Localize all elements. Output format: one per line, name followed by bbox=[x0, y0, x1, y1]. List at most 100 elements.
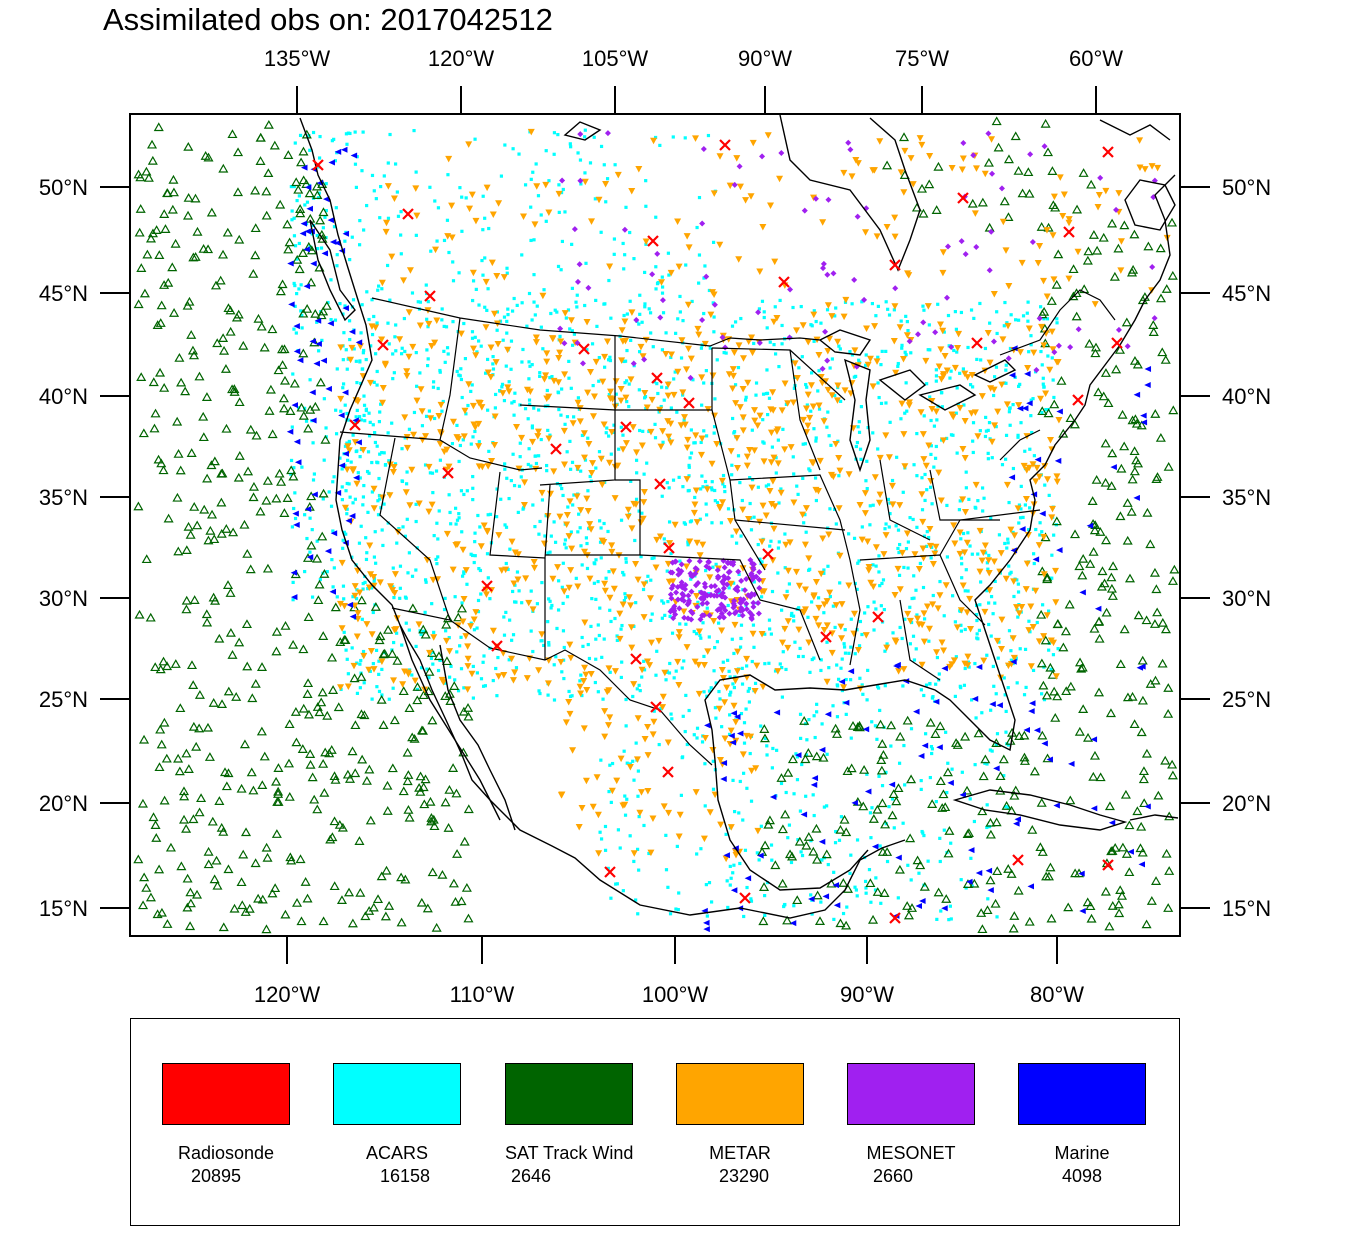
marine-marker bbox=[847, 668, 855, 675]
acars-marker bbox=[869, 836, 873, 840]
acars-marker bbox=[459, 635, 463, 639]
metar-marker bbox=[338, 559, 346, 567]
sat-track-wind-marker bbox=[167, 204, 178, 214]
acars-marker bbox=[750, 659, 754, 664]
acars-marker bbox=[464, 196, 468, 200]
acars-marker bbox=[621, 241, 625, 246]
metar-marker bbox=[978, 557, 986, 565]
sat-track-wind-marker bbox=[181, 604, 192, 614]
sat-track-wind-marker bbox=[1003, 154, 1014, 164]
acars-marker bbox=[472, 628, 477, 632]
metar-marker bbox=[866, 355, 874, 363]
sat-track-wind-marker bbox=[424, 666, 435, 676]
acars-marker bbox=[673, 370, 677, 374]
acars-marker bbox=[1008, 346, 1013, 351]
acars-marker bbox=[323, 215, 327, 219]
acars-marker bbox=[347, 441, 352, 445]
metar-marker bbox=[632, 561, 640, 568]
legend-swatch-mesonet bbox=[847, 1063, 975, 1125]
mesonet-marker bbox=[973, 244, 980, 251]
metar-marker bbox=[600, 421, 608, 428]
acars-marker bbox=[860, 300, 864, 304]
acars-marker bbox=[966, 589, 970, 593]
acars-marker bbox=[968, 544, 972, 548]
metar-marker bbox=[883, 224, 891, 231]
sat-track-wind-marker bbox=[1100, 438, 1111, 448]
sat-track-wind-marker bbox=[835, 918, 846, 928]
sat-track-wind-marker bbox=[248, 481, 259, 491]
metar-marker bbox=[694, 325, 702, 333]
acars-marker bbox=[931, 593, 935, 598]
metar-marker bbox=[1038, 323, 1046, 331]
acars-marker bbox=[372, 555, 377, 559]
acars-marker bbox=[566, 308, 571, 312]
acars-marker bbox=[292, 234, 297, 238]
acars-marker bbox=[792, 904, 796, 908]
sat-track-wind-marker bbox=[182, 210, 194, 220]
acars-marker bbox=[793, 375, 797, 379]
acars-marker bbox=[564, 316, 568, 320]
acars-marker bbox=[624, 557, 628, 561]
metar-marker bbox=[774, 460, 782, 467]
acars-marker bbox=[773, 669, 778, 673]
acars-marker bbox=[946, 761, 950, 765]
acars-marker bbox=[1003, 693, 1007, 697]
acars-marker bbox=[940, 405, 944, 409]
acars-marker bbox=[475, 626, 479, 630]
acars-marker bbox=[660, 616, 664, 620]
acars-marker bbox=[415, 384, 419, 388]
acars-marker bbox=[721, 473, 726, 478]
sat-track-wind-marker bbox=[182, 902, 193, 912]
metar-marker bbox=[963, 539, 971, 547]
metar-marker bbox=[556, 513, 564, 521]
metar-marker bbox=[968, 371, 976, 379]
acars-marker bbox=[586, 642, 590, 647]
acars-marker bbox=[963, 589, 967, 593]
metar-marker bbox=[1015, 610, 1023, 617]
metar-marker bbox=[538, 489, 546, 497]
mesonet-marker bbox=[675, 571, 682, 578]
sat-track-wind-marker bbox=[150, 820, 161, 829]
marine-marker bbox=[1039, 510, 1046, 517]
metar-marker bbox=[709, 372, 717, 379]
acars-marker bbox=[421, 629, 425, 633]
acars-marker bbox=[804, 382, 808, 387]
metar-marker bbox=[350, 662, 358, 670]
marine-marker bbox=[291, 402, 299, 409]
marine-marker bbox=[1140, 419, 1148, 426]
sat-track-wind-marker bbox=[312, 190, 323, 200]
sat-track-wind-marker bbox=[214, 796, 225, 805]
mesonet-marker bbox=[711, 582, 718, 589]
metar-marker bbox=[459, 546, 467, 554]
marine-marker bbox=[842, 699, 850, 706]
metar-marker bbox=[692, 487, 700, 494]
metar-marker bbox=[764, 132, 772, 139]
acars-marker bbox=[580, 635, 584, 640]
metar-marker bbox=[1050, 639, 1058, 647]
acars-marker bbox=[358, 243, 362, 247]
acars-marker bbox=[619, 518, 624, 522]
sat-track-wind-marker bbox=[1103, 398, 1114, 408]
acars-marker bbox=[877, 554, 881, 558]
acars-marker bbox=[987, 421, 992, 425]
metar-marker bbox=[671, 521, 679, 529]
acars-marker bbox=[480, 258, 484, 263]
metar-marker bbox=[730, 702, 738, 710]
acars-marker bbox=[697, 195, 702, 200]
acars-marker bbox=[528, 364, 532, 368]
acars-marker bbox=[964, 470, 968, 474]
acars-marker bbox=[713, 397, 717, 401]
sat-track-wind-marker bbox=[1148, 327, 1159, 336]
marine-marker bbox=[304, 228, 311, 235]
acars-marker bbox=[984, 429, 989, 433]
marine-marker bbox=[1023, 727, 1031, 734]
acars-marker bbox=[667, 486, 671, 490]
sat-track-wind-marker bbox=[202, 722, 214, 732]
metar-marker bbox=[784, 567, 792, 575]
metar-marker bbox=[567, 654, 575, 662]
acars-marker bbox=[1016, 433, 1020, 437]
sat-track-wind-marker bbox=[993, 142, 1004, 152]
marine-marker bbox=[293, 348, 301, 355]
acars-marker bbox=[759, 824, 763, 828]
acars-marker bbox=[886, 307, 890, 311]
